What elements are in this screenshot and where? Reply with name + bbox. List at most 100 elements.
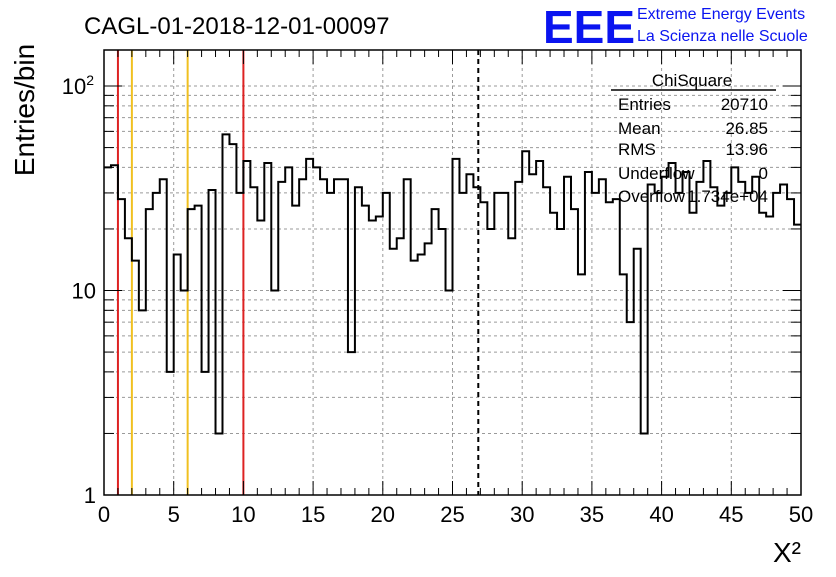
histogram-bin [648,184,655,495]
histogram-bin [327,193,334,495]
histogram-bin [118,199,125,495]
stats-value-mean: 26.85 [725,119,768,138]
histogram-bin [787,199,794,495]
histogram-bin [501,193,508,495]
histogram-bin [299,179,306,495]
x-tick-label: 25 [440,502,464,527]
y-tick-label: 10 [72,279,96,304]
x-tick-label: 45 [719,502,743,527]
histogram-bin [306,159,313,495]
histogram-bin [334,179,341,495]
histogram-bin [195,206,202,495]
histogram-bin [724,193,731,495]
histogram-bin [696,182,703,495]
histogram-bin [536,161,543,495]
stats-label-overflow: Overflow [618,187,686,206]
histogram-bin [676,193,683,495]
histogram-bin [459,193,466,495]
histogram-bin [543,187,550,495]
histogram-bin [745,193,752,495]
histogram-bin [683,172,690,495]
x-tick-label: 50 [789,502,813,527]
histogram-bin [397,238,404,495]
histogram-bin [139,310,146,495]
histogram-bin [599,179,606,495]
stats-value-overflow: 1.734e+04 [687,187,768,206]
histogram-bin [243,161,250,495]
x-axis-label: X² [773,537,801,568]
histogram-bin [355,187,362,495]
histogram-bin [466,174,473,495]
histogram-bin [439,229,446,495]
histogram-bin [111,165,118,495]
histogram-bin [738,182,745,495]
histogram-bin [167,372,174,495]
stats-value-entries: 20710 [721,95,768,114]
histogram-bin [703,161,710,495]
histogram-bin [627,322,634,495]
histogram-bin [264,163,271,495]
histogram-bin [578,274,585,495]
histogram-bin [285,167,292,495]
histogram-bin [104,167,111,495]
histogram-bin [292,206,299,495]
x-tick-label: 20 [371,502,395,527]
x-tick-label: 30 [510,502,534,527]
histogram-bin [188,209,195,495]
histogram-bin [592,193,599,495]
histogram-bin [641,433,648,495]
histogram-bin [369,220,376,495]
histogram-bin [181,291,188,495]
histogram-bin [717,206,724,495]
histogram-bin [404,179,411,495]
histogram-bin [453,159,460,495]
histogram-bin [620,274,627,495]
stats-label-rms: RMS [618,140,656,159]
eee-logo: EEE Extreme Energy Events La Scienza nel… [543,1,808,53]
histogram-bin [669,163,676,495]
histogram-bin [229,144,236,495]
histogram-bin [689,213,696,495]
stats-label-mean: Mean [618,119,661,138]
x-tick-label: 40 [649,502,673,527]
histogram-bin [222,134,229,495]
histogram-bin [362,206,369,495]
histogram-bin [557,229,564,495]
histogram-bin [571,209,578,495]
histogram-bin [522,151,529,495]
histogram-bin [446,291,453,495]
chart-title: CAGL-01-2018-12-01-00097 [84,13,390,40]
histogram-bin [425,243,432,495]
histogram-bin [341,179,348,495]
histogram-bin [257,220,264,495]
histogram-bin [515,182,522,495]
histogram-bin [606,202,613,495]
histogram-bin [494,193,501,495]
histogram-bin [585,172,592,495]
histogram-bin [132,261,139,495]
histogram-bin [487,229,494,495]
histogram-bin [376,217,383,495]
axes: 0 5 10 15 20 25 30 35 40 45 50 1 10 102 [62,49,813,527]
x-tick-label: 35 [580,502,604,527]
x-tick-label: 5 [168,502,180,527]
histogram-bin [508,238,515,495]
histogram-bin [655,193,662,495]
histogram-bin [202,372,209,495]
histogram-bin [320,179,327,495]
x-tick-label: 0 [98,502,110,527]
logo-line-2: La Scienza nelle Scuole [637,28,808,45]
histogram-bin [432,209,439,495]
histogram-bin [271,291,278,495]
histogram-bin [613,199,620,495]
histogram-bin [390,249,397,495]
y-tick-label: 102 [62,72,94,99]
eee-logo-text: EEE [543,1,635,53]
histogram-bin [759,213,766,495]
histogram-bin [216,433,223,495]
histogram-bin [794,225,801,495]
chart-labels: CAGL-01-2018-12-01-00097 Entries/bin X² [9,13,801,568]
histogram-bin [153,193,160,495]
stats-label-entries: Entries [618,95,671,114]
